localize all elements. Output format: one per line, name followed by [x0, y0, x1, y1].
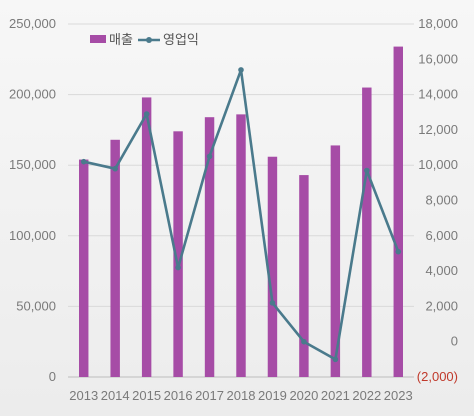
line-point-2016: [175, 264, 181, 271]
bar-2022: [362, 87, 372, 377]
legend-swatch-revenue: [90, 35, 106, 43]
bar-2017: [204, 117, 215, 377]
line-point-2014: [112, 165, 118, 172]
line-point-2021: [332, 356, 339, 363]
x-tick-label: 2018: [227, 388, 256, 403]
line-point-2018: [238, 67, 244, 73]
line-series-operating-profit: [80, 67, 402, 363]
bar-2014: [110, 139, 120, 377]
bar-series-revenue: [79, 46, 403, 378]
line-point-2015: [143, 111, 150, 117]
bar-2019: [267, 156, 278, 377]
right-tick-label: 10,000: [418, 157, 458, 172]
right-tick-label: 8,000: [425, 193, 458, 208]
bar-2013: [79, 159, 89, 377]
legend-label-revenue: 매출: [109, 33, 133, 48]
right-tick-label: 18,000: [418, 16, 458, 31]
right-tick-label: 2,000: [425, 298, 458, 313]
right-tick-label: 6,000: [425, 228, 458, 243]
x-tick-label: 2023: [384, 388, 413, 403]
right-tick-label: 4,000: [425, 263, 458, 278]
left-tick-label: 50,000: [16, 298, 56, 313]
legend-marker-operating-profit: [146, 37, 152, 43]
x-tick-label: 2016: [164, 388, 193, 403]
line-point-2017: [206, 153, 213, 160]
line-point-2023: [395, 248, 402, 255]
legend: 매출 영업익: [90, 33, 199, 48]
bar-2020: [299, 175, 309, 377]
left-tick-label: 0: [49, 369, 56, 384]
left-tick-label: 200,000: [9, 87, 56, 102]
line-point-2020: [301, 338, 307, 345]
x-tick-label: 2015: [132, 388, 161, 403]
x-tick-label: 2013: [69, 388, 98, 403]
legend-label-operating-profit: 영업익: [163, 33, 199, 48]
right-tick-label: 0: [451, 334, 458, 349]
right-tick-label: 14,000: [418, 87, 458, 102]
left-tick-label: 150,000: [9, 157, 56, 172]
left-tick-label: 100,000: [9, 228, 56, 243]
left-axis-ticks: 0 50,000 100,000 150,000 200,000 250,000: [9, 16, 56, 384]
right-tick-label: (2,000): [417, 369, 458, 384]
right-tick-label: 12,000: [418, 122, 458, 137]
bar-2023: [393, 46, 403, 377]
bar-2021: [330, 145, 341, 377]
x-tick-label: 2021: [321, 388, 350, 403]
line-point-2022: [364, 167, 370, 174]
x-tick-label: 2020: [289, 388, 318, 403]
x-tick-label: 2014: [101, 388, 130, 403]
line-point-2019: [269, 300, 276, 306]
bar-2015: [141, 97, 152, 377]
bar-2016: [173, 131, 183, 377]
x-tick-label: 2022: [352, 388, 381, 403]
line-point-2013: [80, 158, 87, 165]
x-axis-ticks: 2013 2014 2015 2016 2017 2018 2019 2020 2021 2022…: [69, 388, 412, 403]
x-tick-label: 2019: [258, 388, 287, 403]
bar-2018: [236, 114, 246, 378]
x-tick-label: 2017: [195, 388, 224, 403]
right-tick-label: 16,000: [418, 51, 458, 66]
right-axis-ticks: (2,000) 0 2,000 4,000 6,000 8,000 10,000 12,000…: [417, 16, 458, 384]
left-tick-label: 250,000: [9, 16, 56, 31]
